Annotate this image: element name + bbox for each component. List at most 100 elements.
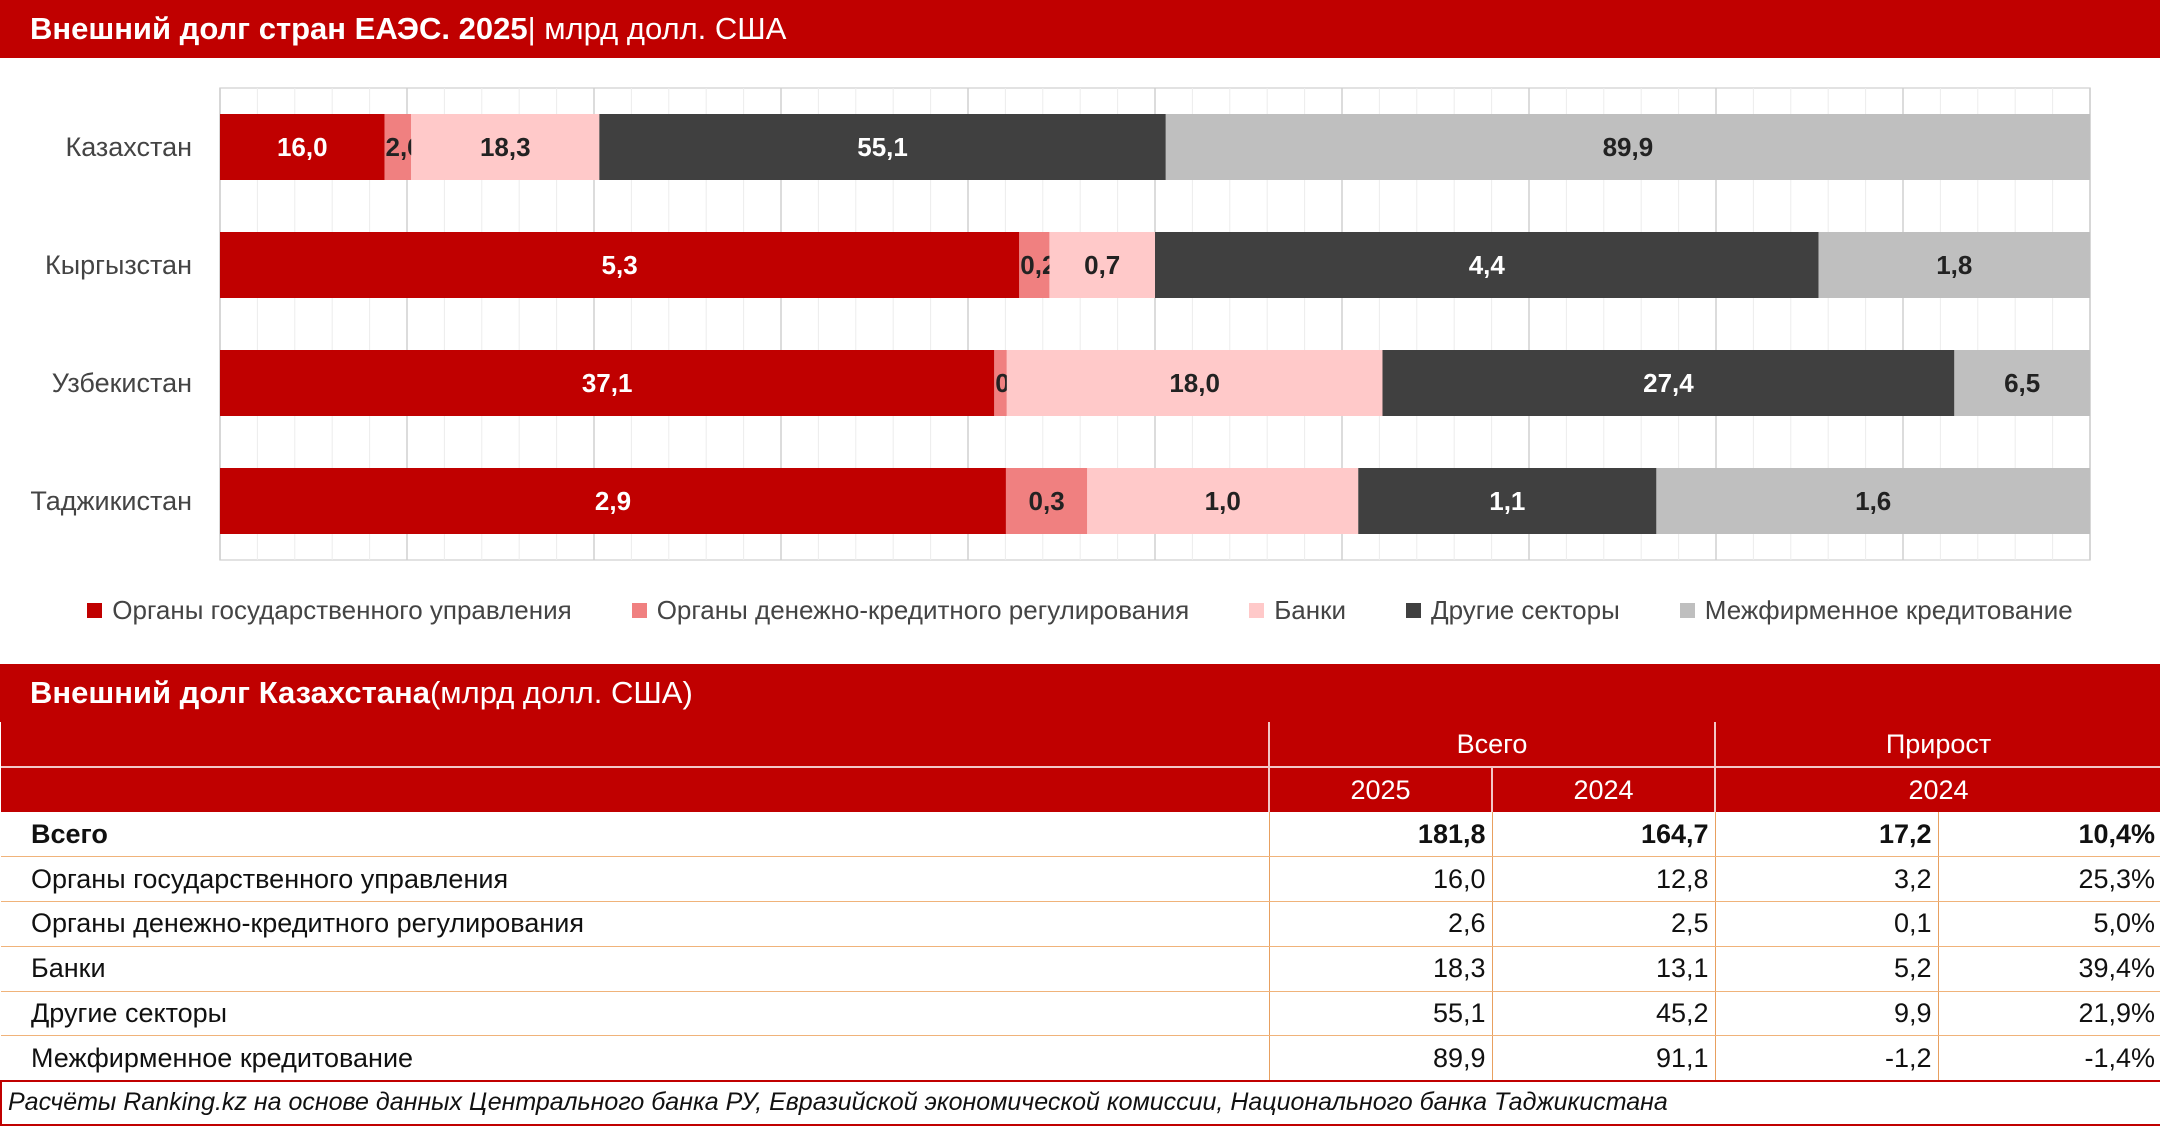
- chart-title: Внешний долг стран ЕАЭС. 2025 | млрд дол…: [0, 0, 2160, 58]
- cell-2024: 2,5: [1491, 901, 1716, 947]
- data-label: 16,0: [277, 132, 328, 162]
- data-label: 6,5: [2004, 368, 2040, 398]
- legend-label: Межфирменное кредитование: [1704, 594, 2073, 625]
- row-label: Межфирменное кредитование: [1, 1035, 1269, 1082]
- header-blank-2: [1, 766, 1269, 812]
- cell-growth-abs: 0,1: [1714, 901, 1939, 947]
- legend-item: Органы государственного управления: [87, 594, 572, 626]
- bar-segment: [1006, 350, 1383, 416]
- table-row: Всего 181,8 164,7 17,2 10,4%: [1, 812, 2160, 858]
- cell-growth-pct: 5,0%: [1937, 901, 2160, 947]
- row-label: Органы денежно-кредитного регулирования: [1, 901, 1269, 947]
- data-label: 1,8: [1936, 250, 1972, 280]
- legend-label: Органы денежно-кредитного регулирования: [656, 594, 1190, 625]
- chart-legend: Органы государственного управления Органы…: [0, 590, 2160, 630]
- bar-segment: [994, 350, 1007, 416]
- legend-label: Банки: [1274, 594, 1346, 625]
- cell-2024: 45,2: [1491, 991, 1716, 1037]
- table-title-units: (млрд долл. США): [429, 675, 693, 710]
- bar-segment: [1382, 350, 1955, 416]
- bar-segment: [384, 114, 412, 180]
- legend-label: Другие секторы: [1430, 594, 1620, 625]
- cell-growth-pct: 21,9%: [1937, 991, 2160, 1037]
- data-label: 55,1: [857, 132, 908, 162]
- data-label: 0,3: [1029, 486, 1065, 516]
- bar-segment: [1656, 468, 2090, 534]
- header-year-2025: 2025: [1268, 766, 1492, 812]
- cell-2024: 164,7: [1491, 812, 1716, 858]
- header-total: Всего: [1267, 722, 1716, 767]
- cell-2025: 2,6: [1268, 901, 1492, 947]
- bar-segment: [220, 232, 1020, 298]
- table-row: Банки 18,3 13,1 5,2 39,4%: [1, 946, 2160, 992]
- category-label: Таджикистан: [30, 486, 192, 516]
- cell-growth-pct: 25,3%: [1937, 856, 2160, 903]
- data-label: 18,0: [1169, 368, 1220, 398]
- cell-2025: 18,3: [1268, 946, 1492, 992]
- bar-segment: [1165, 114, 2090, 180]
- cell-2024: 13,1: [1491, 946, 1716, 992]
- bar-segment: [411, 114, 600, 180]
- legend-label: Органы государственного управления: [112, 594, 572, 625]
- data-label: 1,1: [1489, 486, 1525, 516]
- legend-swatch: [87, 602, 103, 618]
- header-year-2024: 2024: [1490, 766, 1716, 812]
- data-label: 5,3: [602, 250, 638, 280]
- legend-swatch: [1405, 602, 1421, 618]
- table-title-main: Внешний долг Казахстана: [30, 675, 430, 710]
- chart-title-main: Внешний долг стран ЕАЭС. 2025: [30, 11, 528, 46]
- row-label: Банки: [1, 946, 1269, 992]
- legend-swatch: [631, 602, 647, 618]
- cell-2025: 181,8: [1268, 812, 1492, 858]
- bar-segment: [220, 350, 995, 416]
- bar-segment: [1005, 468, 1088, 534]
- header-growth: Прирост: [1714, 722, 2160, 767]
- row-label: Другие секторы: [1, 991, 1269, 1037]
- cell-growth-abs: 5,2: [1714, 946, 1939, 992]
- row-label: Всего: [1, 812, 1269, 858]
- data-label: 18,3: [480, 132, 531, 162]
- header-blank: [1, 722, 1269, 767]
- cell-growth-pct: -1,4%: [1937, 1035, 2160, 1082]
- legend-item: Банки: [1249, 595, 1346, 626]
- bar-segment: [1954, 350, 2090, 416]
- table-row: Межфирменное кредитование 89,9 91,1 -1,2 -1,…: [1, 1035, 2160, 1082]
- data-label: 1,6: [1855, 486, 1891, 516]
- cell-2025: 89,9: [1268, 1035, 1492, 1082]
- cell-growth-pct: 10,4%: [1937, 812, 2160, 858]
- table-row: Органы денежно-кредитного регулирования 2…: [1, 901, 2160, 947]
- bar-segment: [220, 468, 1006, 534]
- data-label: 1,0: [1205, 486, 1241, 516]
- data-label: 2,9: [595, 486, 631, 516]
- data-label: 27,4: [1643, 368, 1694, 398]
- cell-growth-abs: -1,2: [1714, 1035, 1939, 1082]
- header-growth-year: 2024: [1714, 766, 2160, 812]
- cell-2025: 55,1: [1268, 991, 1492, 1037]
- cell-growth-abs: 9,9: [1714, 991, 1939, 1037]
- legend-swatch: [1679, 602, 1695, 618]
- category-label: Узбекистан: [52, 368, 192, 398]
- chart-title-units: | млрд долл. США: [527, 11, 787, 46]
- cell-growth-abs: 17,2: [1714, 812, 1939, 858]
- legend-item: Другие секторы: [1405, 594, 1620, 626]
- bar-segment: [1358, 468, 1657, 534]
- bar-segment: [1087, 468, 1359, 534]
- legend-item: Органы денежно-кредитного регулирования: [631, 594, 1190, 626]
- row-label: Органы государственного управления: [1, 856, 1269, 903]
- bar-segment: [1155, 232, 1819, 298]
- cell-2024: 12,8: [1491, 856, 1716, 903]
- legend-swatch: [1249, 602, 1265, 618]
- data-label: 89,9: [1603, 132, 1654, 162]
- table-row: Другие секторы 55,1 45,2 9,9 21,9%: [1, 991, 2160, 1037]
- bar-segment: [220, 114, 385, 180]
- cell-growth-pct: 39,4%: [1937, 946, 2160, 992]
- bar-segment: [1049, 232, 1155, 298]
- cell-2025: 16,0: [1268, 856, 1492, 903]
- bar-segment: [1019, 232, 1050, 298]
- data-label: 4,4: [1469, 250, 1506, 280]
- category-label: Казахстан: [65, 132, 192, 162]
- kazakhstan-debt-table: Всего Прирост 2025 2024 2024 Всего 181,8 1…: [0, 722, 2160, 1126]
- data-label: 0,7: [1084, 250, 1120, 280]
- table-title: Внешний долг Казахстана (млрд долл. США): [0, 664, 2160, 722]
